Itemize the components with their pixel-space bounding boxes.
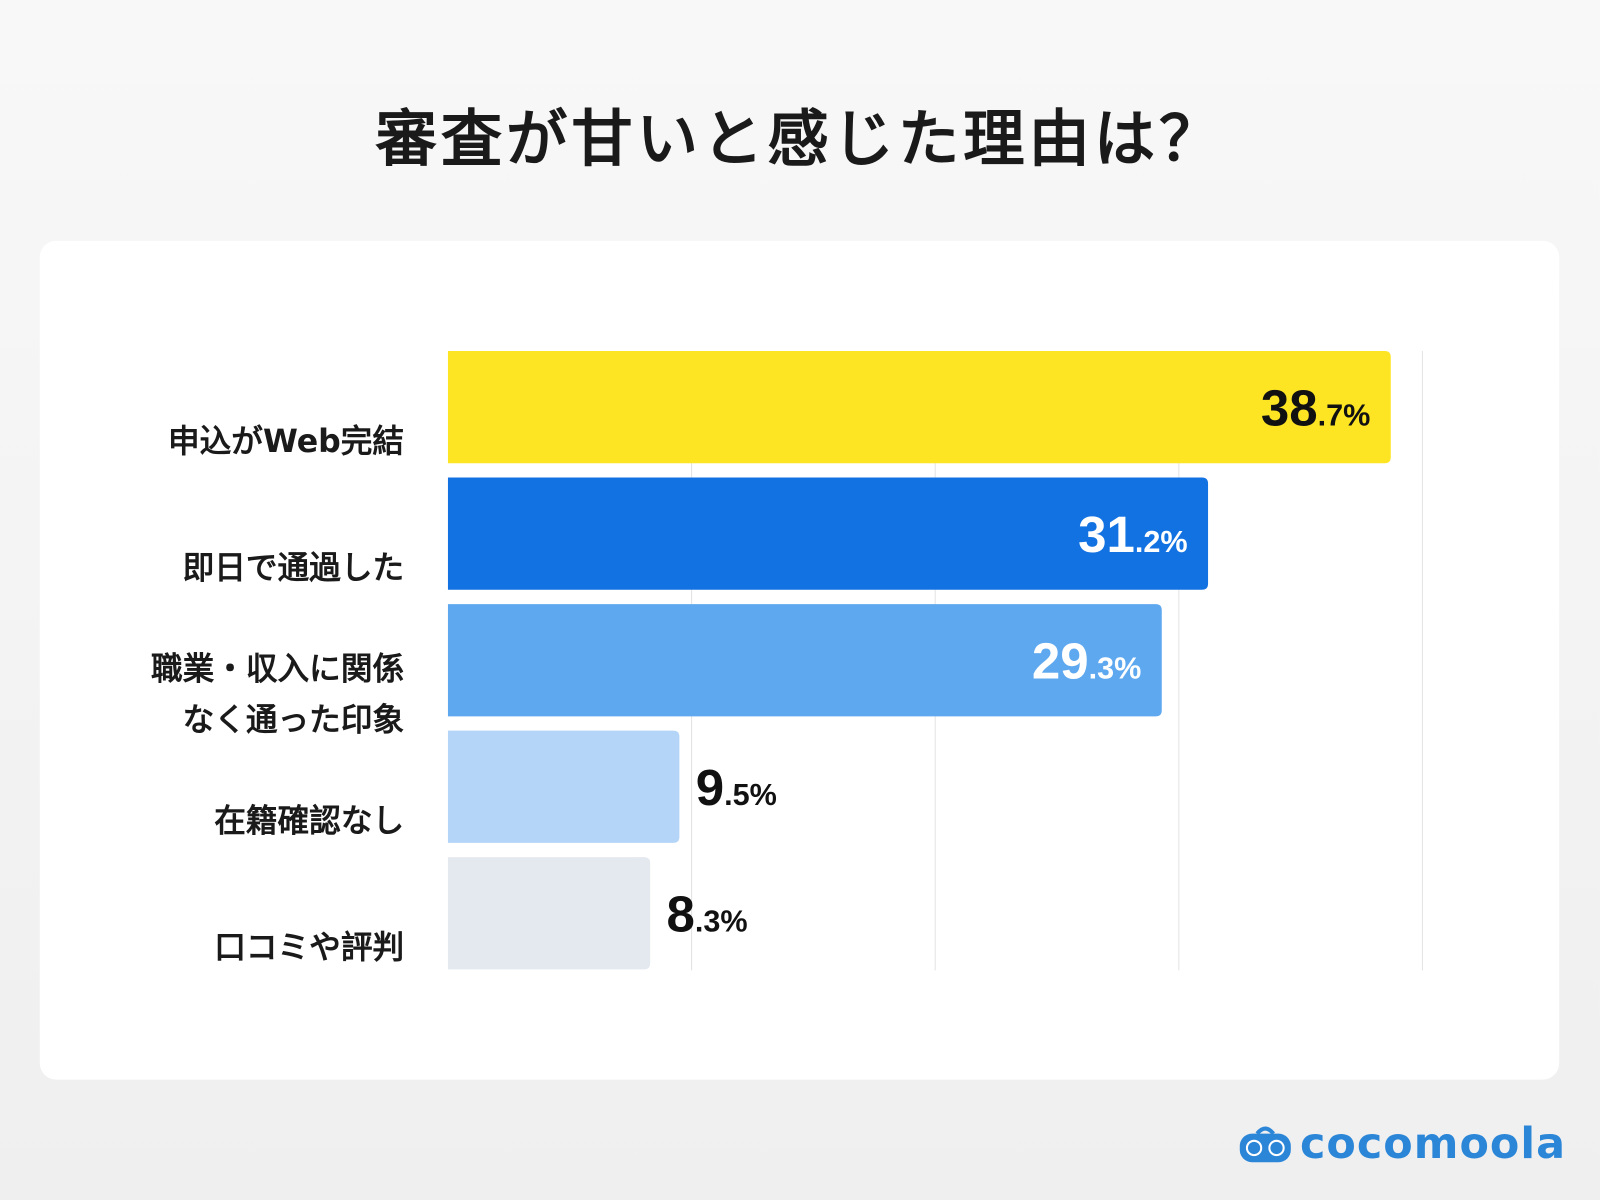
data-label: 31.2%	[1078, 506, 1188, 563]
brand-name: cocomoola	[1299, 1118, 1567, 1169]
category-label: 即日で通過した	[182, 549, 405, 587]
bar	[447, 604, 1162, 717]
data-label: 9.5%	[696, 759, 777, 816]
bar	[447, 477, 1209, 590]
data-label: 8.3%	[666, 886, 747, 943]
data-label: 38.7%	[1261, 380, 1371, 437]
brand-logo: cocomoola	[1239, 1118, 1566, 1168]
chart-title: 審査が甘いと感じた理由は？	[375, 104, 1225, 176]
bar	[447, 730, 680, 843]
category-label: 申込がWeb完結	[168, 423, 405, 461]
bar	[447, 857, 651, 970]
category-label: 口コミや評判	[214, 929, 405, 967]
category-label: 職業・収入に関係 なく通った印象	[151, 651, 405, 739]
category-label: 在籍確認なし	[214, 803, 405, 840]
data-label: 29.3%	[1032, 633, 1142, 690]
bar	[447, 351, 1391, 464]
cocomoola-logo-icon	[1239, 1126, 1291, 1162]
